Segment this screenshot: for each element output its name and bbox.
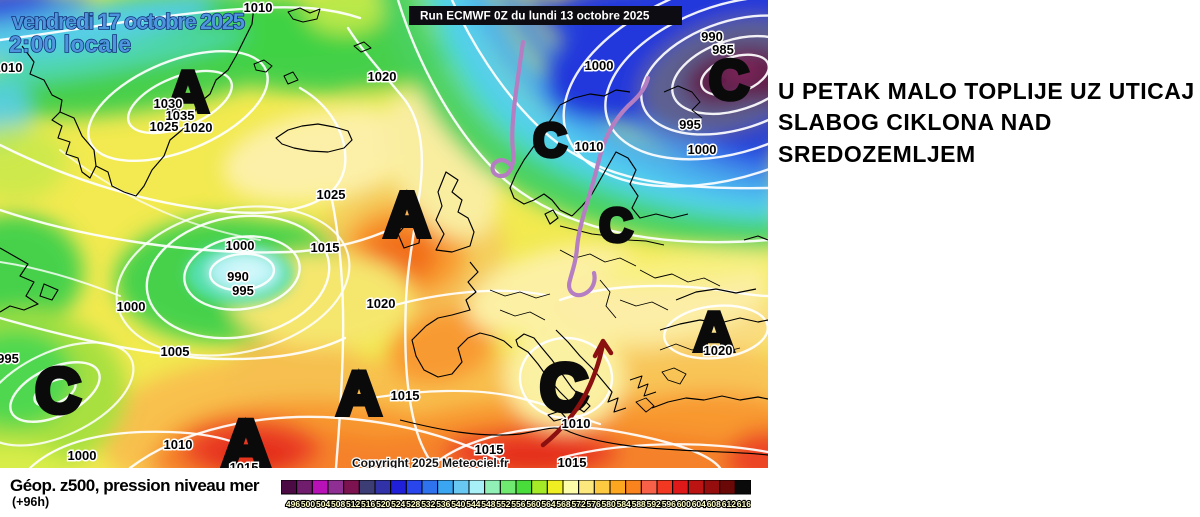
svg-text:1015: 1015	[558, 455, 587, 468]
svg-text:A: A	[167, 60, 209, 125]
svg-text:1020: 1020	[184, 120, 213, 135]
svg-text:1010: 1010	[0, 60, 22, 75]
svg-text:500: 500	[301, 499, 315, 509]
svg-text:vendredi 17 octobre 2025: vendredi 17 octobre 2025	[12, 9, 245, 34]
svg-text:995: 995	[679, 117, 701, 132]
svg-text:1000: 1000	[688, 142, 717, 157]
svg-text:520: 520	[376, 499, 390, 509]
svg-text:604: 604	[692, 499, 706, 509]
svg-text:A: A	[694, 300, 734, 363]
svg-text:995: 995	[232, 283, 254, 298]
svg-text:2:00 locale: 2:00 locale	[9, 31, 131, 57]
svg-text:596: 596	[662, 499, 676, 509]
svg-text:508: 508	[331, 499, 345, 509]
svg-text:616: 616	[737, 499, 751, 509]
svg-text:1015: 1015	[311, 240, 340, 255]
svg-text:1000: 1000	[117, 299, 146, 314]
svg-text:556: 556	[511, 499, 525, 509]
svg-text:568: 568	[556, 499, 570, 509]
svg-text:496: 496	[286, 499, 300, 509]
svg-text:560: 560	[526, 499, 540, 509]
svg-text:1025: 1025	[317, 187, 346, 202]
svg-text:A: A	[337, 360, 380, 427]
svg-text:552: 552	[496, 499, 510, 509]
svg-text:532: 532	[421, 499, 435, 509]
svg-text:576: 576	[587, 499, 601, 509]
svg-text:580: 580	[602, 499, 616, 509]
svg-text:C: C	[709, 48, 749, 111]
svg-text:536: 536	[436, 499, 450, 509]
svg-text:588: 588	[632, 499, 646, 509]
svg-text:A: A	[385, 181, 430, 250]
svg-text:1020: 1020	[368, 69, 397, 84]
svg-text:1010: 1010	[244, 0, 273, 15]
svg-text:600: 600	[677, 499, 691, 509]
svg-text:1000: 1000	[68, 448, 97, 463]
svg-text:1000: 1000	[226, 238, 255, 253]
svg-text:Copyright 2025 Meteociel.fr: Copyright 2025 Meteociel.fr	[352, 456, 509, 468]
svg-text:592: 592	[647, 499, 661, 509]
svg-text:564: 564	[541, 499, 555, 509]
svg-text:584: 584	[617, 499, 631, 509]
svg-text:1010: 1010	[575, 139, 604, 154]
svg-text:C: C	[599, 199, 632, 251]
svg-text:528: 528	[406, 499, 420, 509]
svg-text:A: A	[222, 406, 270, 468]
svg-text:516: 516	[361, 499, 375, 509]
svg-text:544: 544	[466, 499, 480, 509]
svg-text:1000: 1000	[585, 58, 614, 73]
svg-text:1010: 1010	[164, 437, 193, 452]
svg-text:1025: 1025	[150, 119, 179, 134]
svg-text:1010: 1010	[562, 416, 591, 431]
svg-text:612: 612	[722, 499, 736, 509]
svg-text:985: 985	[712, 42, 734, 57]
svg-text:1015: 1015	[475, 442, 504, 457]
svg-text:548: 548	[481, 499, 495, 509]
svg-text:990: 990	[227, 269, 249, 284]
svg-text:1020: 1020	[367, 296, 396, 311]
svg-text:C: C	[533, 114, 566, 166]
svg-text:540: 540	[451, 499, 465, 509]
svg-text:995: 995	[0, 351, 19, 366]
svg-text:608: 608	[707, 499, 721, 509]
svg-text:1015: 1015	[391, 388, 420, 403]
svg-text:1030: 1030	[154, 96, 183, 111]
svg-text:C: C	[36, 357, 81, 426]
svg-text:524: 524	[391, 499, 405, 509]
svg-text:1035: 1035	[166, 108, 195, 123]
svg-text:C: C	[540, 350, 588, 424]
svg-text:504: 504	[316, 499, 330, 509]
svg-text:990: 990	[701, 29, 723, 44]
svg-text:1015: 1015	[230, 460, 259, 468]
svg-text:572: 572	[572, 499, 586, 509]
svg-text:512: 512	[346, 499, 360, 509]
svg-text:1005: 1005	[161, 344, 190, 359]
svg-text:Run ECMWF 0Z du lundi 13 octob: Run ECMWF 0Z du lundi 13 octobre 2025	[420, 9, 650, 23]
svg-text:1020: 1020	[704, 343, 733, 358]
